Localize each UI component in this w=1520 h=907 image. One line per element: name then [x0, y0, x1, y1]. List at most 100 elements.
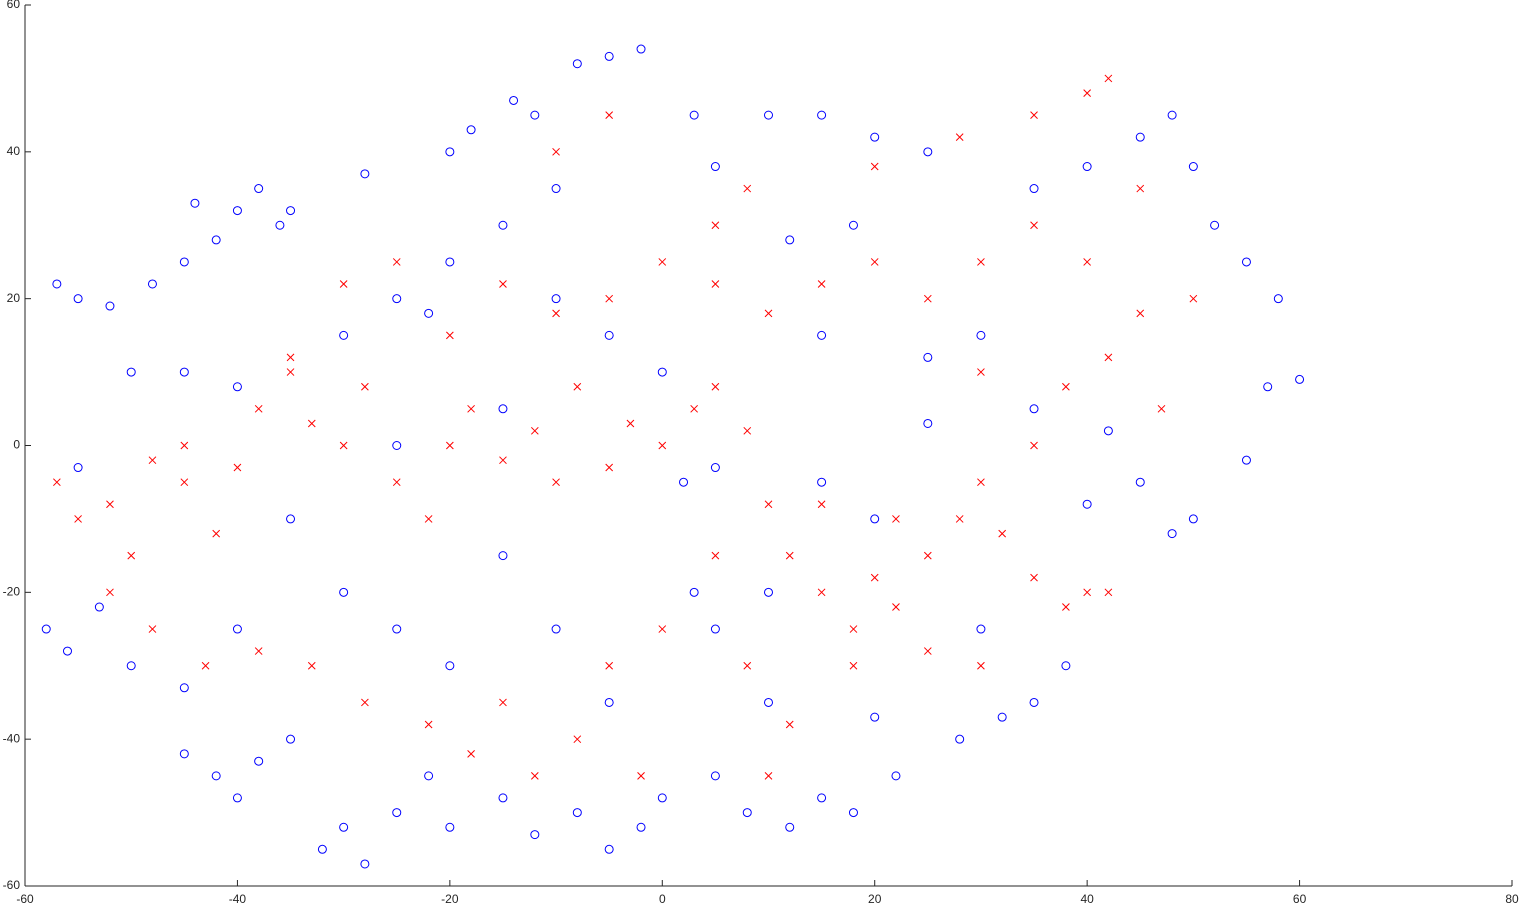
x-stroke: [870, 573, 879, 582]
circle-marker: [1082, 162, 1092, 172]
x-marker: [424, 515, 433, 523]
circle-marker: [1167, 529, 1177, 539]
x-stroke: [785, 720, 794, 729]
circle-marker: [817, 110, 827, 120]
circle-marker: [232, 206, 242, 216]
x-marker: [1062, 382, 1070, 391]
circle-marker: [232, 382, 242, 392]
x-stroke: [392, 258, 401, 266]
x-marker: [74, 515, 82, 523]
circle-marker: [392, 294, 402, 304]
circle-marker: [509, 95, 519, 105]
x-marker: [424, 720, 433, 729]
circle-marker: [1135, 477, 1145, 487]
x-stroke: [1189, 294, 1198, 303]
x-marker: [361, 698, 369, 707]
x-marker: [977, 258, 985, 266]
circle-marker: [147, 279, 157, 289]
x-marker: [552, 309, 560, 318]
x-stroke: [1030, 441, 1038, 450]
x-stroke: [1104, 588, 1113, 597]
x-marker: [605, 661, 614, 670]
circle-marker: [530, 110, 540, 120]
circle-marker: [392, 441, 402, 450]
circle-marker: [1135, 132, 1145, 142]
circle-marker: [870, 712, 880, 722]
circle-marker: [317, 844, 327, 854]
x-stroke: [1083, 89, 1091, 97]
x-stroke: [148, 625, 157, 633]
circle-marker: [923, 418, 933, 428]
x-stroke: [870, 258, 879, 266]
circle-marker: [445, 661, 455, 671]
circle-marker: [179, 257, 189, 267]
circle-marker: [657, 793, 667, 803]
circle-marker: [466, 125, 476, 135]
x-stroke: [743, 661, 752, 670]
circle-marker: [126, 661, 136, 671]
x-marker: [743, 184, 752, 193]
x-marker: [658, 258, 667, 266]
circle-marker: [1210, 220, 1220, 230]
x-stroke: [530, 426, 539, 435]
x-marker: [849, 661, 858, 670]
x-stroke: [955, 515, 964, 523]
circle-marker: [339, 822, 349, 832]
circle-marker: [848, 220, 858, 230]
x-stroke: [467, 404, 475, 413]
x-marker: [743, 661, 752, 670]
circle-marker: [105, 301, 115, 311]
x-marker: [892, 515, 900, 523]
circle-marker: [848, 808, 858, 818]
circle-marker: [445, 822, 455, 832]
x-marker: [1104, 588, 1113, 597]
x-marker: [870, 258, 879, 266]
x-stroke: [499, 456, 507, 465]
x-stroke: [605, 463, 614, 472]
x-marker: [573, 382, 582, 391]
x-stroke: [254, 647, 263, 655]
x-stroke: [817, 500, 826, 509]
x-marker: [1083, 258, 1091, 266]
x-marker: [605, 463, 614, 472]
x-marker: [552, 478, 560, 487]
circle-marker: [41, 624, 51, 634]
x-stroke: [552, 309, 560, 318]
circle-marker: [636, 44, 646, 54]
x-stroke: [1083, 588, 1091, 597]
x-marker: [552, 147, 560, 156]
circle-marker: [689, 587, 699, 597]
x-stroke: [148, 456, 157, 465]
x-stroke: [977, 368, 985, 376]
x-stroke: [424, 515, 433, 523]
circle-marker: [211, 771, 221, 781]
circle-marker: [232, 793, 242, 803]
x-stroke: [849, 625, 858, 633]
x-stroke: [127, 551, 136, 560]
x-tick-label: 80: [1505, 892, 1519, 906]
circle-marker: [764, 697, 773, 707]
x-stroke: [530, 772, 539, 780]
x-stroke: [1062, 603, 1070, 611]
x-marker: [201, 661, 210, 670]
y-tick-label: -20: [3, 585, 21, 599]
x-marker: [446, 331, 454, 340]
x-marker: [923, 551, 932, 560]
circle-marker: [1029, 184, 1039, 194]
x-marker: [1136, 184, 1145, 193]
circle-marker: [1273, 294, 1283, 304]
x-marker: [977, 368, 985, 376]
circle-marker: [764, 587, 773, 597]
y-tick-label: 40: [7, 144, 21, 158]
x-stroke: [626, 419, 635, 428]
x-stroke: [106, 588, 114, 597]
circle-marker: [817, 477, 827, 487]
x-marker: [286, 368, 295, 376]
x-marker: [690, 404, 699, 413]
x-marker: [339, 280, 348, 288]
x-stroke: [711, 551, 720, 560]
circle-marker: [710, 162, 720, 172]
circle-marker: [94, 602, 104, 612]
x-marker: [605, 294, 614, 303]
x-stroke: [1030, 221, 1038, 230]
